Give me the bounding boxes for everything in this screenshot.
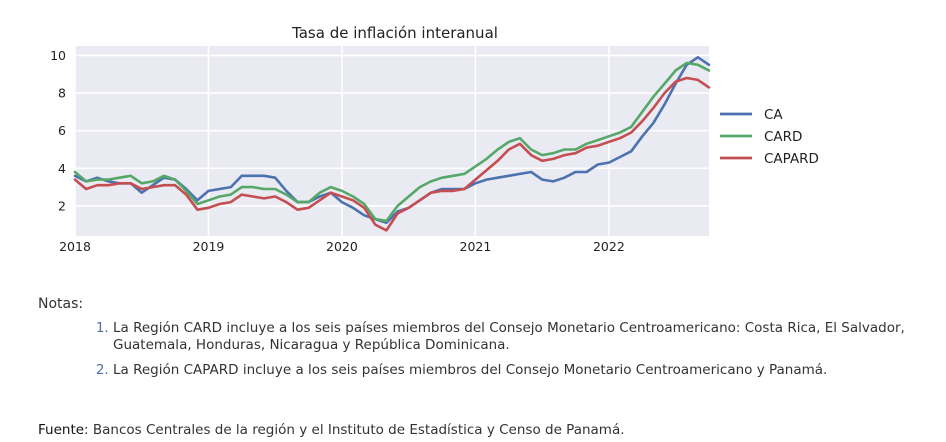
y-tick-label: 8	[58, 86, 66, 101]
note-item-1: La Región CARD incluye a los seis países…	[113, 320, 938, 354]
series-lines	[73, 55, 711, 232]
series-line-card	[73, 61, 711, 223]
x-tick-label: 2018	[59, 239, 91, 254]
notes-heading: Notas:	[38, 296, 84, 312]
chart-legend: CA CARD CAPARD	[720, 107, 819, 167]
y-tick-label: 2	[58, 198, 66, 213]
source-label: Fuente	[38, 422, 85, 438]
legend-label-card: CARD	[764, 129, 802, 145]
chart-title: Tasa de inflación interanual	[291, 24, 498, 42]
legend-label-ca: CA	[764, 107, 783, 123]
plot-area	[75, 46, 709, 236]
y-tick-label: 10	[50, 48, 66, 63]
y-tick-label: 4	[58, 161, 66, 176]
x-tick-label: 2019	[193, 239, 225, 254]
y-tick-label: 6	[58, 123, 66, 138]
x-tick-label: 2021	[460, 239, 492, 254]
y-axis-ticks: 2 4 6 8 10	[50, 48, 66, 213]
note-item-2: La Región CAPARD incluye a los seis país…	[113, 362, 938, 379]
x-tick-label: 2022	[593, 239, 625, 254]
source-line: Fuente: Bancos Centrales de la región y …	[38, 422, 625, 438]
series-line-capard	[73, 76, 711, 232]
source-text: : Bancos Centrales de la región y el Ins…	[84, 422, 625, 438]
inflation-chart: Tasa de inflación interanual 2018 2019 202…	[50, 24, 819, 254]
notes-section: Notas: La Región CARD incluye a los seis…	[38, 296, 938, 387]
legend-label-capard: CAPARD	[764, 151, 819, 167]
notes-list: La Región CARD incluye a los seis países…	[38, 320, 938, 379]
x-axis-ticks: 2018 2019 2020 2021 2022	[59, 239, 625, 254]
x-tick-label: 2020	[326, 239, 358, 254]
grid-lines	[74, 46, 709, 236]
